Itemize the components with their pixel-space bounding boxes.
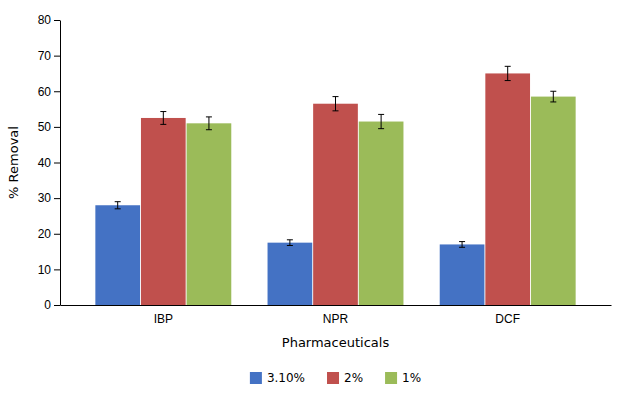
- error-bar: [333, 97, 339, 111]
- y-tick-label: 0: [44, 298, 51, 312]
- tick-mark: [54, 127, 60, 128]
- y-tick: 60: [38, 85, 60, 99]
- x-tick: DCF: [495, 312, 520, 326]
- y-tick-label: 40: [38, 156, 52, 170]
- legend-item: 3.10%: [250, 371, 305, 385]
- axis-line: [61, 305, 612, 306]
- tick-mark: [54, 20, 60, 21]
- error-bar: [550, 91, 556, 102]
- x-tick: IBP: [154, 312, 173, 326]
- x-tick: NPR: [323, 312, 349, 326]
- plot: IBP NPR DCF 0 10 20 30 40 50 60 70 80: [38, 13, 612, 325]
- error-bar: [206, 117, 212, 130]
- bar: [485, 73, 530, 305]
- x-tick-label: NPR: [323, 312, 349, 326]
- y-axis: 0 10 20 30 40 50 60 70 80: [38, 13, 61, 312]
- tick-mark: [54, 234, 60, 235]
- bar: [359, 122, 404, 305]
- y-tick-label: 30: [38, 191, 52, 205]
- y-tick-label: 20: [38, 227, 52, 241]
- legend-item: 1%: [385, 371, 421, 385]
- y-tick: 50: [38, 120, 60, 134]
- series: [187, 91, 576, 305]
- tick-mark: [54, 269, 60, 270]
- x-axis: IBP NPR DCF: [61, 306, 612, 326]
- legend-swatch: [327, 372, 339, 384]
- x-tick-label: DCF: [495, 312, 520, 326]
- y-tick-label: 10: [38, 263, 52, 277]
- axis-line: [60, 21, 61, 306]
- bar: [141, 118, 186, 305]
- x-tick-label: IBP: [154, 312, 173, 326]
- bar: [531, 97, 576, 305]
- y-tick-label: 50: [38, 120, 52, 134]
- series: [141, 66, 530, 305]
- tick-mark: [54, 305, 60, 306]
- y-tick-label: 80: [38, 13, 52, 27]
- y-tick: 70: [38, 49, 60, 63]
- tick-mark: [54, 198, 60, 199]
- y-axis-title: % Removal: [6, 126, 21, 199]
- error-bar: [115, 202, 121, 209]
- y-tick: 30: [38, 191, 60, 205]
- error-bar: [160, 112, 166, 125]
- legend-item: 2%: [327, 371, 363, 385]
- legend-label: 2%: [344, 371, 363, 385]
- y-tick: 40: [38, 156, 60, 170]
- y-tick-label: 70: [38, 49, 52, 63]
- legend-swatch: [385, 372, 397, 384]
- bar: [440, 244, 485, 305]
- y-tick: 80: [38, 13, 60, 27]
- legend-label: 3.10%: [267, 371, 305, 385]
- tick-mark: [54, 91, 60, 92]
- tick-mark: [54, 163, 60, 164]
- error-bar: [505, 66, 511, 80]
- tick-mark: [54, 56, 60, 57]
- legend-label: 1%: [402, 371, 421, 385]
- chart: IBP NPR DCF 0 10 20 30 40 50 60 70 80 Pharmaceutical…: [0, 0, 631, 400]
- y-tick: 0: [44, 298, 60, 312]
- error-bar: [459, 242, 465, 248]
- y-tick: 10: [38, 263, 60, 277]
- bar: [187, 123, 232, 305]
- x-axis-title: Pharmaceuticals: [282, 335, 390, 350]
- legend-swatch: [250, 372, 262, 384]
- error-bar: [378, 114, 384, 128]
- error-bar: [287, 240, 293, 246]
- bar: [268, 243, 313, 305]
- legend: 3.10% 2% 1%: [250, 371, 421, 385]
- marks: [95, 66, 575, 305]
- bar: [313, 104, 358, 305]
- y-tick-label: 60: [38, 85, 52, 99]
- y-tick: 20: [38, 227, 60, 241]
- bar: [95, 205, 140, 305]
